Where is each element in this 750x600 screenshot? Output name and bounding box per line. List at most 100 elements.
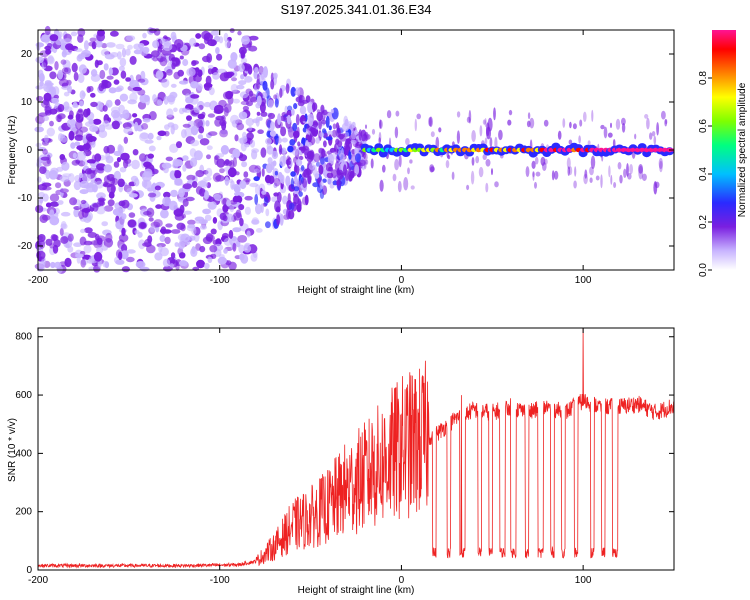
spectrogram-cell xyxy=(258,116,263,121)
spectrogram-cell xyxy=(39,81,44,87)
spectrogram-cell xyxy=(600,174,603,189)
spectrogram-cell xyxy=(354,164,360,176)
spectrogram-cell xyxy=(187,120,196,130)
spectrogram-cell xyxy=(239,180,247,190)
spectrogram-cell xyxy=(115,43,125,50)
spectrogram-cell xyxy=(649,132,653,140)
spectrogram-cell xyxy=(80,199,87,205)
snr-x-tick-label: -100 xyxy=(210,575,230,586)
spectrogram-cell xyxy=(326,172,334,179)
spectrogram-cell xyxy=(89,37,97,43)
spectrogram-cell xyxy=(190,81,199,89)
spectrogram-cell xyxy=(493,107,496,121)
snr-x-tick-label: -200 xyxy=(28,575,48,586)
spectrogram-cell xyxy=(127,99,137,105)
spectrogram-cell xyxy=(204,190,210,200)
spectrogram-cell xyxy=(281,137,288,143)
spectrogram-cell xyxy=(370,158,374,169)
spectrogram-cell xyxy=(332,180,338,186)
spectrogram-cell xyxy=(154,252,163,261)
spectrogram-cell xyxy=(45,202,52,208)
spectrogram-cell xyxy=(113,79,120,85)
spectrogram-cell xyxy=(158,245,163,253)
spectrogram-y-tick-label: 20 xyxy=(21,49,33,60)
spectrogram-cell xyxy=(238,63,245,73)
spectrogram-cell xyxy=(207,64,214,70)
spectrogram-cell xyxy=(318,119,322,130)
spectrogram-cell xyxy=(97,167,105,174)
spectrogram-cell xyxy=(498,129,503,141)
spectrogram-cell xyxy=(264,174,272,184)
spectrogram-cell xyxy=(91,141,96,148)
spectrogram-cell xyxy=(254,194,259,205)
spectrogram-cell xyxy=(641,173,647,181)
spectrogram-cell xyxy=(173,107,178,113)
spectrogram-y-tick-label: -20 xyxy=(18,241,33,252)
spectrogram-cell xyxy=(65,43,74,51)
spectrogram-cell xyxy=(83,208,91,213)
spectrogram-cell xyxy=(205,232,214,242)
spectrogram-cell xyxy=(347,141,353,150)
spectrogram-cell xyxy=(207,201,217,210)
spectrogram-cell xyxy=(273,192,279,197)
spectrogram-cell xyxy=(297,198,302,208)
spectrogram-cell xyxy=(151,50,160,58)
spectrogram-cell xyxy=(170,83,177,88)
spectrogram-cell xyxy=(46,127,55,137)
spectrogram-cell xyxy=(50,261,56,269)
spectrogram-cell xyxy=(430,166,435,173)
spectrogram-cell xyxy=(485,182,489,193)
spectrogram-cell xyxy=(152,94,157,103)
snr-y-tick-label: 0 xyxy=(26,565,32,576)
spectrogram-cell xyxy=(101,43,108,49)
spectrogram-cell xyxy=(126,188,133,195)
spectrogram-cell xyxy=(180,223,186,232)
spectrogram-x-axis-label: Height of straight line (km) xyxy=(298,285,415,296)
spectrogram-cell xyxy=(318,164,324,175)
spectrogram-cell xyxy=(230,114,239,125)
spectrogram-cell xyxy=(122,109,130,120)
spectrogram-cell xyxy=(193,150,203,161)
spectrogram-cell xyxy=(250,253,258,262)
spectrogram-cell xyxy=(106,75,114,80)
spectrogram-cell xyxy=(151,182,157,193)
spectrogram-cell xyxy=(51,97,60,104)
spectrogram-cell xyxy=(212,172,222,183)
spectrogram-cell xyxy=(300,117,307,122)
spectrogram-cell xyxy=(578,135,581,144)
spectrogram-cell xyxy=(484,137,488,145)
spectrogram-cell xyxy=(108,67,113,76)
spectrogram-cell xyxy=(219,168,225,174)
spectrogram-cell xyxy=(208,87,215,96)
spectrogram-cell xyxy=(230,52,238,62)
spectrogram-cell xyxy=(221,121,227,131)
spectrogram-cell xyxy=(297,100,305,107)
spectrogram-cell xyxy=(75,159,81,164)
spectrogram-cell xyxy=(123,136,128,144)
spectrogram-cell xyxy=(312,120,318,128)
spectrogram-cell xyxy=(279,115,287,122)
spectrogram-cell xyxy=(583,111,587,123)
spectrogram-cell xyxy=(111,120,121,130)
spectrogram-cell xyxy=(220,145,229,155)
spectrogram-cell xyxy=(224,39,231,49)
spectrogram-cell xyxy=(100,49,109,57)
spectrogram-cell xyxy=(327,176,333,185)
spectrogram-cell xyxy=(160,209,169,219)
spectrogram-cell xyxy=(344,131,350,139)
spectrogram-cell xyxy=(456,130,460,144)
spectrogram-cell xyxy=(251,217,259,225)
spectrogram-cell xyxy=(378,131,382,143)
spectrogram-cell xyxy=(39,50,50,58)
spectrogram-cell xyxy=(307,175,312,185)
spectrogram-cell xyxy=(280,126,287,137)
spectrogram-cell xyxy=(265,138,272,145)
spectrogram-cell xyxy=(508,109,513,116)
spectrogram-cell xyxy=(244,206,251,215)
spectrogram-cell xyxy=(218,99,227,108)
spectrogram-cell xyxy=(34,126,44,133)
spectrogram-cell xyxy=(74,175,81,183)
spectrogram-cell xyxy=(532,171,535,178)
spectrogram-cell xyxy=(207,113,215,118)
spectrogram-cell xyxy=(287,145,294,153)
